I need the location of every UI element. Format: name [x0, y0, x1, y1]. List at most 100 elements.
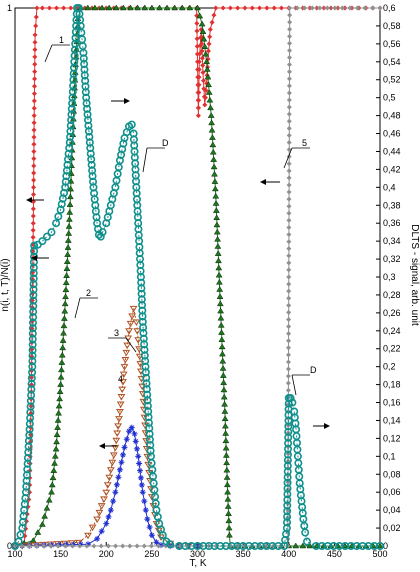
data-point — [31, 148, 37, 154]
data-point — [286, 232, 292, 238]
data-point — [286, 224, 292, 230]
data-point — [163, 4, 171, 11]
x-tick-label: 150 — [53, 549, 68, 559]
data-point — [286, 203, 292, 209]
data-point — [286, 324, 292, 330]
data-point — [286, 62, 292, 68]
data-point — [148, 532, 155, 539]
data-point — [202, 50, 210, 57]
data-point — [194, 20, 200, 26]
data-point — [64, 244, 72, 250]
data-point — [204, 73, 212, 80]
data-point — [207, 104, 214, 111]
data-point — [30, 220, 36, 226]
x-tick-label: 200 — [99, 549, 114, 559]
data-point — [31, 120, 37, 126]
data-point — [109, 452, 118, 459]
data-point — [324, 5, 330, 11]
data-point — [42, 232, 51, 241]
data-point — [137, 467, 144, 474]
y-right-tick-label: 0,32 — [383, 254, 401, 264]
data-point — [120, 4, 127, 11]
series-line — [14, 308, 198, 547]
data-point — [225, 517, 233, 524]
data-point — [29, 285, 38, 294]
data-point — [139, 489, 146, 496]
data-point — [206, 96, 214, 103]
data-point — [106, 467, 115, 474]
data-point — [212, 192, 220, 199]
data-point — [110, 498, 117, 505]
data-point — [30, 241, 39, 250]
data-point — [58, 359, 66, 365]
y-right-tick-label: 0,1 — [383, 451, 396, 461]
data-point — [30, 213, 36, 219]
x-tick-label: 400 — [281, 549, 296, 559]
data-point — [108, 459, 117, 467]
data-point — [132, 319, 141, 326]
data-point — [134, 543, 140, 549]
data-point — [178, 4, 186, 11]
data-point — [306, 542, 314, 549]
series-1-0 — [12, 5, 383, 549]
data-point — [50, 467, 58, 473]
data-point — [332, 5, 338, 11]
y-right-tick-label: 0,28 — [383, 290, 401, 300]
data-point — [29, 307, 38, 316]
data-point — [148, 4, 156, 11]
data-point — [122, 349, 131, 357]
data-point — [200, 62, 206, 68]
data-point — [286, 140, 292, 145]
data-point — [287, 40, 293, 46]
data-point — [196, 66, 202, 72]
data-point — [286, 132, 292, 138]
y-right-tick-label: 0,16 — [383, 398, 401, 408]
y-right-tick-label: 0,36 — [383, 218, 401, 228]
series-4-3 — [12, 424, 201, 549]
data-point — [62, 279, 70, 285]
data-point — [148, 543, 154, 549]
data-point — [52, 219, 61, 228]
data-point — [84, 4, 92, 11]
data-point — [286, 97, 292, 103]
data-point — [221, 408, 229, 414]
data-point — [48, 543, 54, 549]
data-point — [157, 534, 165, 542]
data-point — [28, 346, 37, 355]
data-point — [46, 5, 52, 11]
data-point — [286, 118, 292, 124]
data-point — [201, 43, 209, 49]
data-point — [199, 28, 207, 34]
data-point — [203, 87, 209, 93]
data-point — [286, 281, 292, 287]
data-point — [31, 134, 37, 140]
data-point — [61, 300, 69, 307]
data-point — [29, 252, 38, 261]
y-right-tick-label: 0,12 — [383, 433, 401, 443]
data-point — [29, 313, 38, 322]
y-left-tick-label: 1 — [7, 3, 12, 13]
data-point — [207, 112, 215, 118]
data-point — [216, 300, 224, 307]
y-right-tick-label: 0,58 — [383, 21, 401, 31]
data-point — [286, 295, 292, 301]
data-point — [29, 296, 38, 305]
y-right-tick-label: 0,46 — [383, 129, 401, 139]
data-point — [119, 379, 127, 386]
data-point — [211, 170, 218, 177]
series-2-1 — [11, 4, 384, 549]
data-point — [286, 182, 292, 188]
data-point — [224, 503, 232, 509]
data-point — [105, 543, 111, 549]
data-point — [213, 228, 221, 235]
data-point — [98, 543, 104, 549]
data-point — [116, 409, 124, 416]
data-point — [286, 309, 292, 315]
data-point — [123, 342, 132, 350]
data-point — [133, 328, 142, 335]
data-point — [223, 459, 230, 466]
data-point — [128, 424, 135, 431]
data-point — [126, 320, 135, 328]
data-point — [69, 543, 75, 549]
label-curve-2: 2 — [86, 288, 91, 298]
